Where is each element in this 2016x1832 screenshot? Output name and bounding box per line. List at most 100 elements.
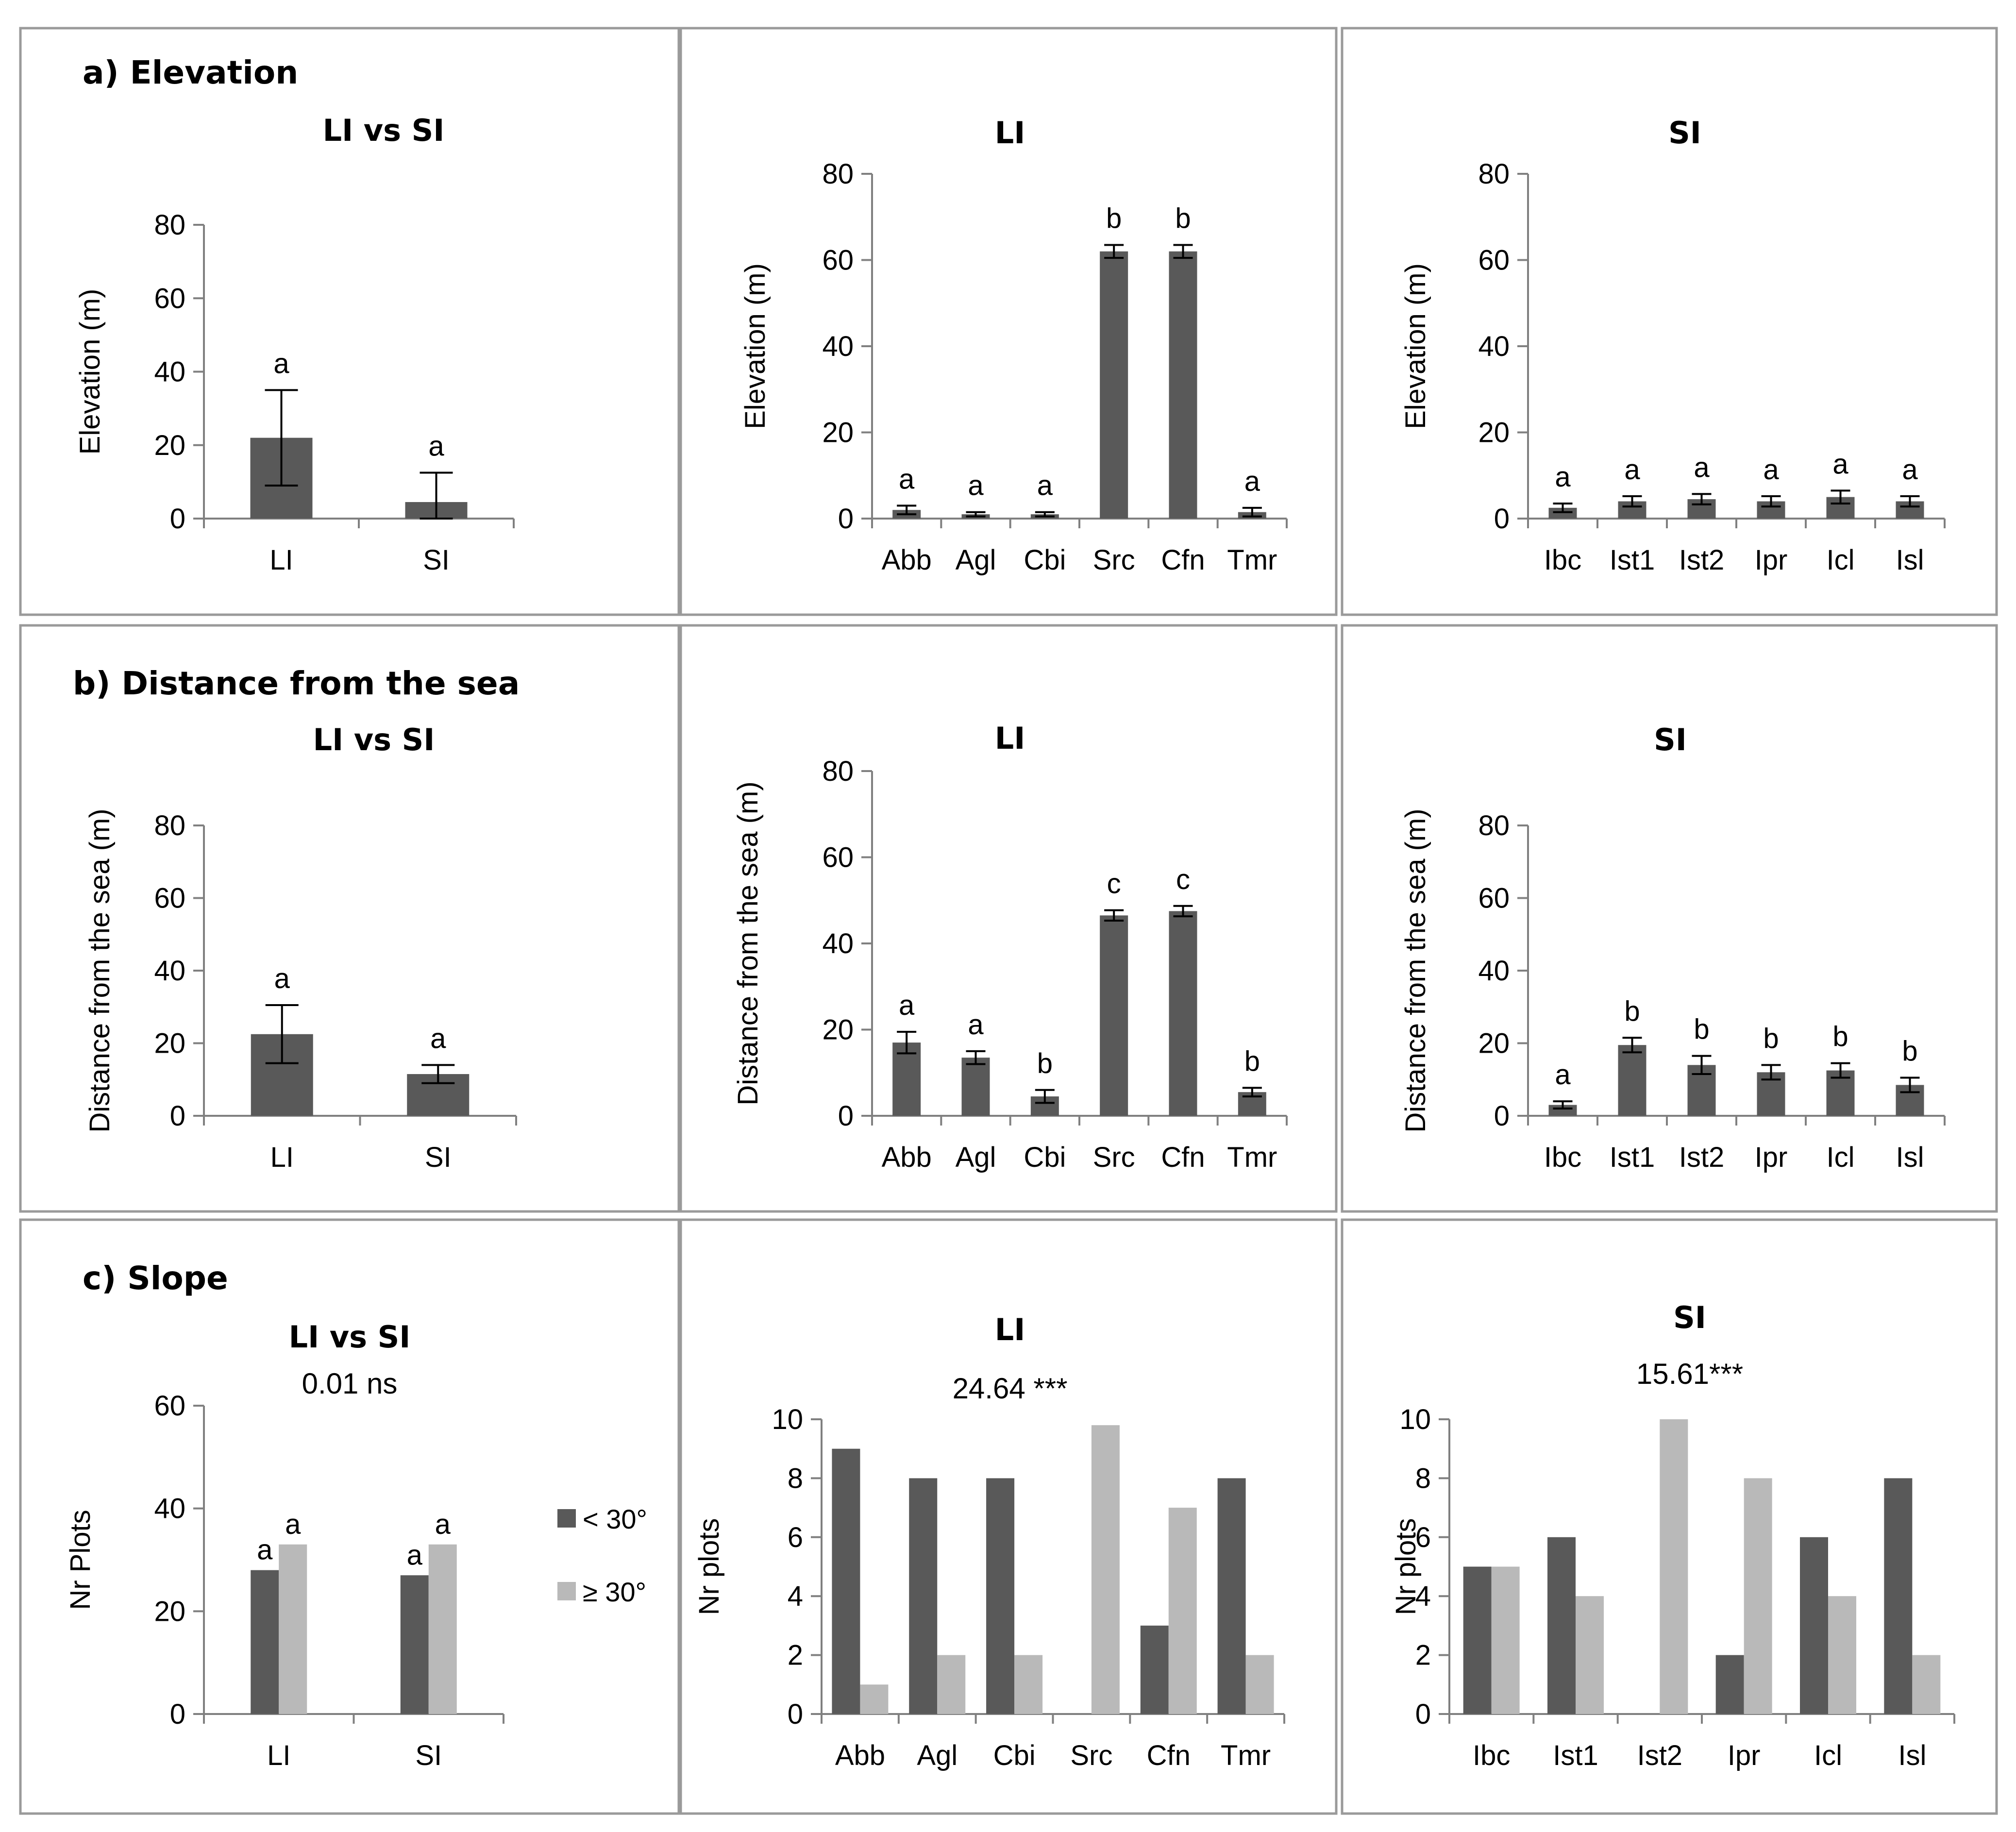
y-axis-title: Elevation (m): [739, 263, 771, 429]
x-tick-label: Cbi: [1024, 544, 1066, 576]
bar-lt30: [832, 1448, 860, 1714]
y-axis-title: Distance from the sea (m): [84, 808, 116, 1132]
significance-letter: b: [1037, 1048, 1053, 1079]
significance-letter: a: [1694, 452, 1710, 483]
x-tick-label: Ist2: [1637, 1740, 1683, 1771]
x-tick-label: Tmr: [1227, 1142, 1277, 1173]
bar-lt30: [1547, 1537, 1576, 1714]
chart-title: LI vs SI: [323, 113, 445, 148]
y-tick-label: 10: [772, 1404, 803, 1435]
bar-ge30: [279, 1544, 307, 1714]
panel-frames: [19, 27, 1998, 1815]
y-tick-label: 40: [822, 331, 854, 362]
significance-letter: c: [1176, 864, 1190, 895]
bar-lt30: [1800, 1537, 1828, 1714]
y-tick-label: 60: [822, 245, 854, 276]
y-tick-label: 0: [170, 1698, 185, 1730]
significance-letter: a: [285, 1509, 301, 1540]
y-tick-label: 80: [1478, 810, 1510, 841]
significance-letter: a: [1902, 454, 1918, 486]
significance-letter: b: [1106, 202, 1122, 234]
y-tick-label: 80: [822, 756, 854, 787]
bar: [1100, 915, 1128, 1116]
bar-ge30: [860, 1684, 889, 1714]
significance-letter: a: [274, 963, 290, 994]
bar-lt30: [909, 1478, 938, 1714]
significance-letter: b: [1694, 1014, 1709, 1045]
chart-b2: LI 0 20 40 60 80 Distance from the sea (m) Abb A…: [732, 721, 1288, 1173]
legend-label-light: ≥ 30°: [583, 1577, 646, 1607]
y-tick-label: 60: [1478, 883, 1510, 914]
x-tick-label: Isl: [1896, 1142, 1924, 1173]
x-tick-label: Ist1: [1553, 1740, 1598, 1771]
y-tick-label: 40: [822, 928, 854, 959]
y-tick-label: 20: [1478, 417, 1510, 449]
x-tick-label: Tmr: [1227, 544, 1277, 576]
x-tick-label: Cfn: [1161, 1142, 1205, 1173]
x-tick-label: LI: [269, 544, 293, 576]
significance-letter: a: [1244, 466, 1260, 497]
y-tick-label: 0: [1494, 503, 1510, 535]
x-tick-label: Ist2: [1679, 544, 1725, 576]
y-tick-label: 20: [154, 430, 185, 461]
significance-letter: a: [428, 430, 444, 462]
x-tick-label: Cbi: [993, 1740, 1036, 1771]
significance-letter: a: [273, 348, 289, 379]
bar-lt30: [1140, 1625, 1169, 1714]
chart-c2: LI 24.64 *** 0 2 4 6 8 10 Nr plots Abb Agl Cbi Src Cf…: [693, 1312, 1285, 1771]
significance-letter: a: [968, 1009, 984, 1041]
legend: < 30° ≥ 30°: [557, 1504, 647, 1607]
y-tick-label: 6: [1415, 1522, 1431, 1553]
x-tick-label: Agl: [917, 1740, 958, 1771]
x-tick-label: Icl: [1814, 1740, 1842, 1771]
x-tick-label: LI: [270, 1142, 294, 1173]
y-tick-label: 0: [1415, 1698, 1431, 1730]
bar-ge30: [1912, 1655, 1941, 1714]
y-tick-label: 40: [154, 955, 185, 987]
chart-a2: LI 0 20 40 60 80 Elevation (m) Abb Agl Cbi Src Cfn T…: [739, 115, 1288, 576]
chart-title: SI: [1673, 1300, 1706, 1335]
x-tick-label: Ibc: [1473, 1740, 1510, 1771]
y-tick-label: 0: [838, 1100, 854, 1132]
x-tick-label: Ipr: [1755, 544, 1788, 576]
y-tick-label: 80: [822, 158, 854, 190]
bar-lt30: [986, 1478, 1015, 1714]
significance-letter: a: [435, 1509, 451, 1540]
bar: [961, 1058, 990, 1116]
bar: [892, 1042, 921, 1116]
bar-ge30: [937, 1655, 966, 1714]
bar-ge30: [1014, 1655, 1043, 1714]
x-tick-label: Icl: [1827, 1142, 1855, 1173]
y-tick-label: 60: [154, 883, 185, 914]
section-title-elevation: a) Elevation: [83, 54, 298, 91]
significance-letter: a: [1763, 454, 1779, 486]
x-tick-label: Agl: [956, 1142, 996, 1173]
significance-letter: a: [1555, 461, 1571, 493]
x-tick-label: Abb: [835, 1740, 885, 1771]
significance-letter: a: [968, 470, 984, 502]
x-tick-label: Ist1: [1610, 544, 1655, 576]
chart-c3: SI 15.61*** 0 2 4 6 8 10 Nr plots Ibc Ist1 Ist2 Ipr I…: [1390, 1300, 1955, 1771]
x-tick-label: Src: [1070, 1740, 1112, 1771]
y-tick-label: 0: [838, 503, 854, 535]
y-tick-label: 0: [170, 503, 185, 535]
x-tick-label: Cbi: [1024, 1142, 1066, 1173]
section-title-slope: c) Slope: [83, 1260, 228, 1297]
bar: [1548, 507, 1577, 519]
y-tick-label: 4: [1415, 1580, 1431, 1612]
significance-letter: c: [1107, 868, 1121, 900]
bar-ge30: [428, 1544, 457, 1714]
x-tick-label: Ist2: [1679, 1142, 1725, 1173]
y-tick-label: 60: [154, 1390, 185, 1422]
significance-letter: a: [407, 1539, 423, 1571]
significance-letter: a: [1555, 1059, 1571, 1091]
bar-ge30: [1744, 1478, 1772, 1714]
significance-letter: b: [1175, 202, 1191, 234]
significance-letter: a: [1624, 454, 1640, 486]
chart-b1: LI vs SI 0 20 40 60 80 Distance from the sea (…: [84, 722, 517, 1173]
legend-label-dark: < 30°: [583, 1504, 647, 1534]
bar-ge30: [1828, 1596, 1856, 1714]
